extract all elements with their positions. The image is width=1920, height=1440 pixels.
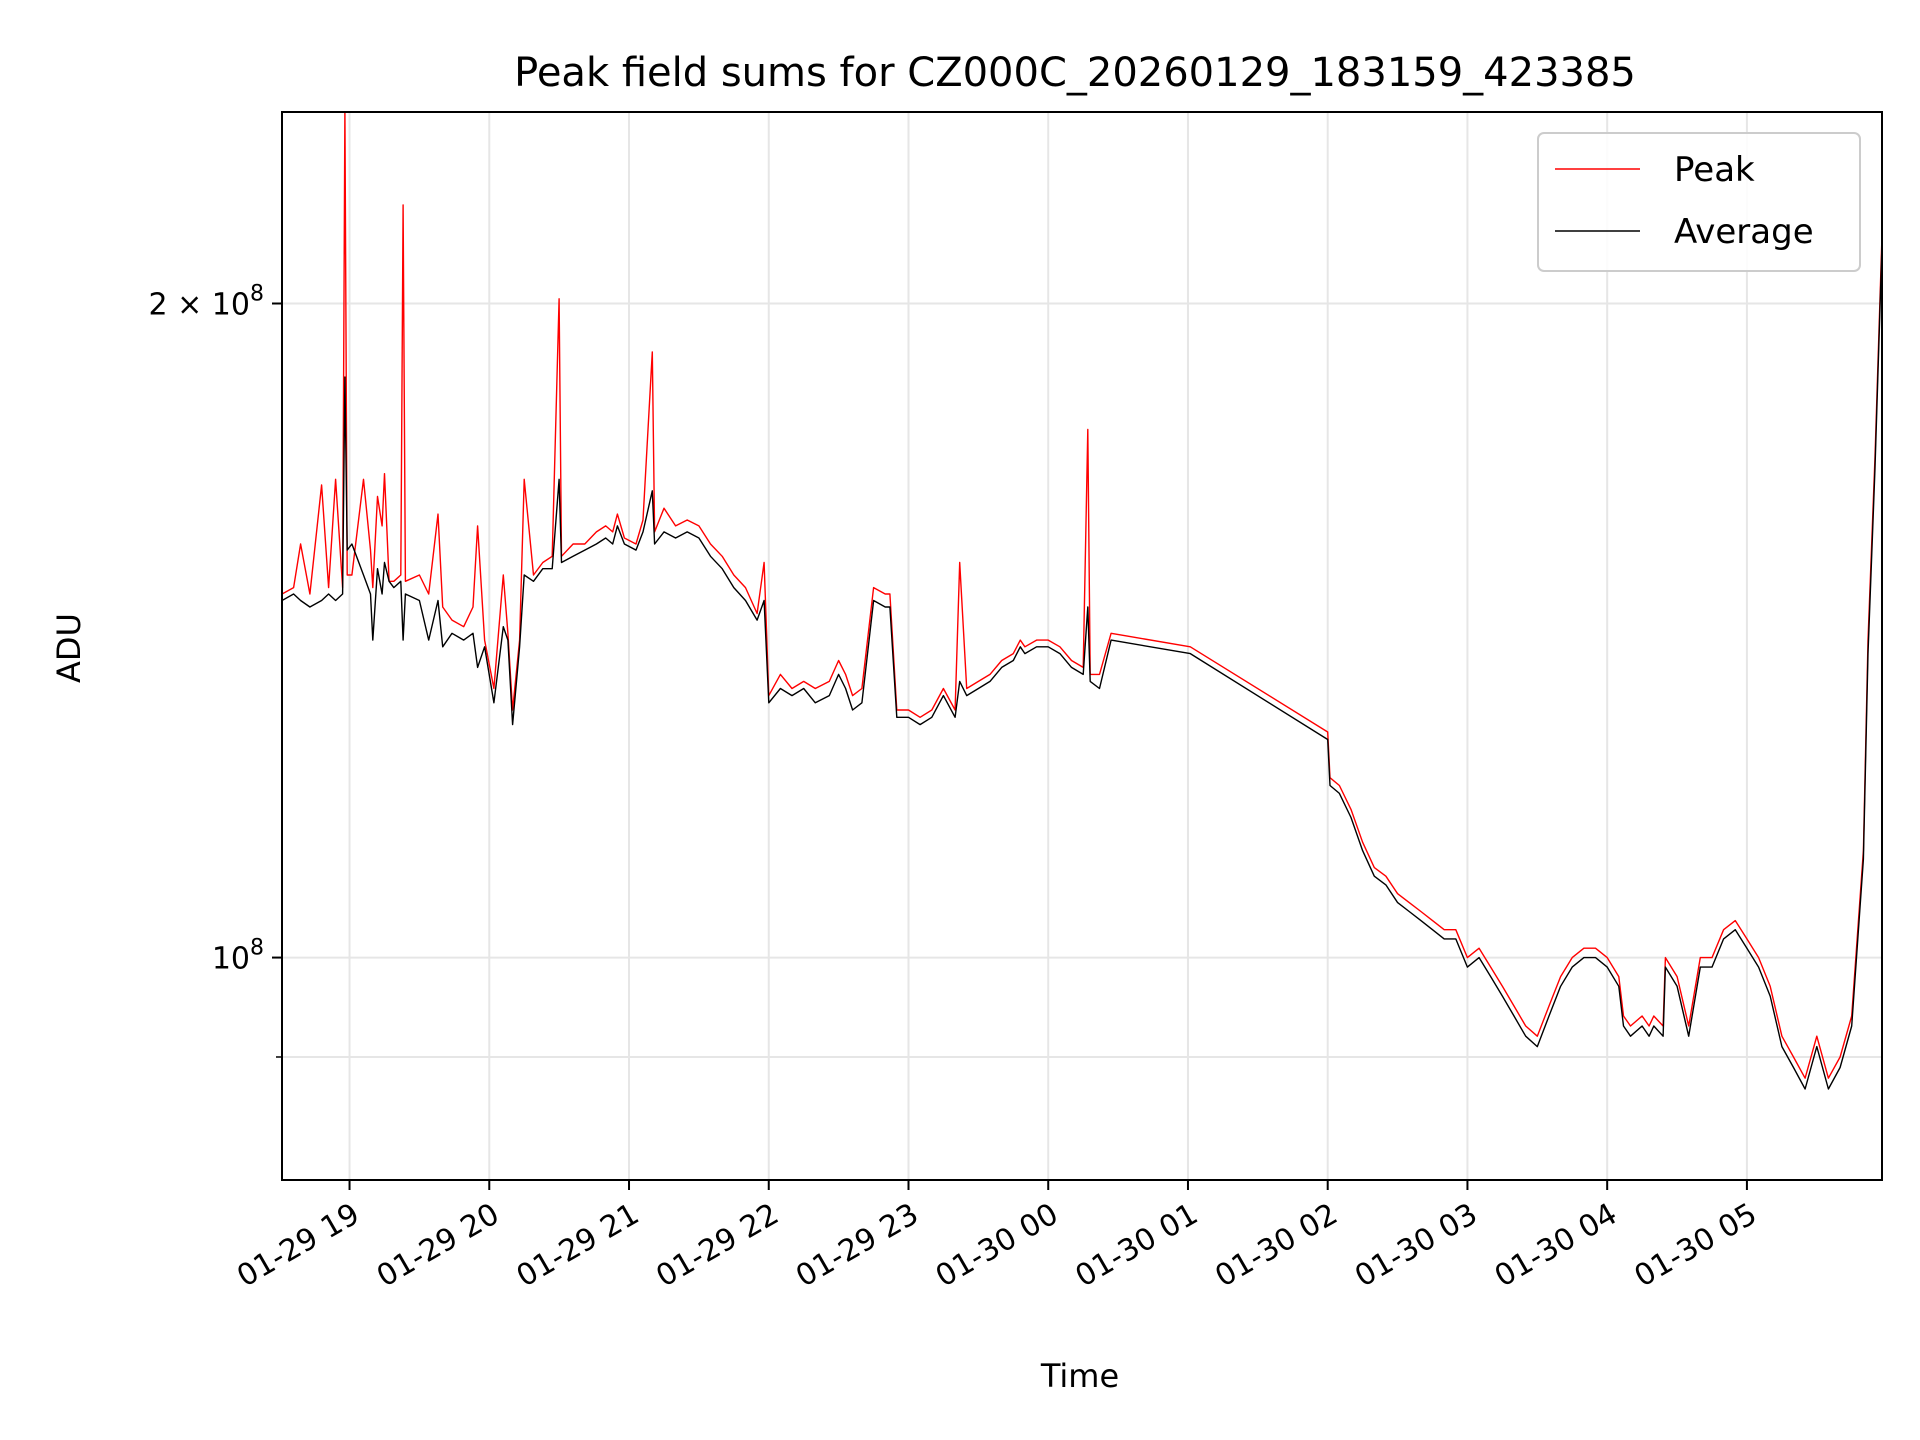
legend-box	[1537, 132, 1861, 272]
legend-label-average: Average	[1674, 212, 1814, 252]
legend: Peak Average	[1537, 132, 1861, 272]
x-axis-label: Time	[1040, 1357, 1119, 1395]
chart-title: Peak field sums for CZ000C_20260129_1831…	[514, 50, 1636, 96]
series-line-average	[282, 203, 1882, 1090]
grid-lines	[282, 112, 1882, 1180]
y-tick-label: 108	[212, 936, 264, 977]
legend-label-peak: Peak	[1674, 150, 1755, 190]
series-line-peak	[282, 112, 1882, 1079]
y-axis-label: ADU	[50, 613, 88, 683]
plot-frame	[281, 111, 1883, 1181]
y-tick-label: 2 × 108	[149, 281, 264, 322]
y-axis: 108 2 × 108	[149, 281, 282, 1058]
series-layer	[282, 112, 1882, 1090]
